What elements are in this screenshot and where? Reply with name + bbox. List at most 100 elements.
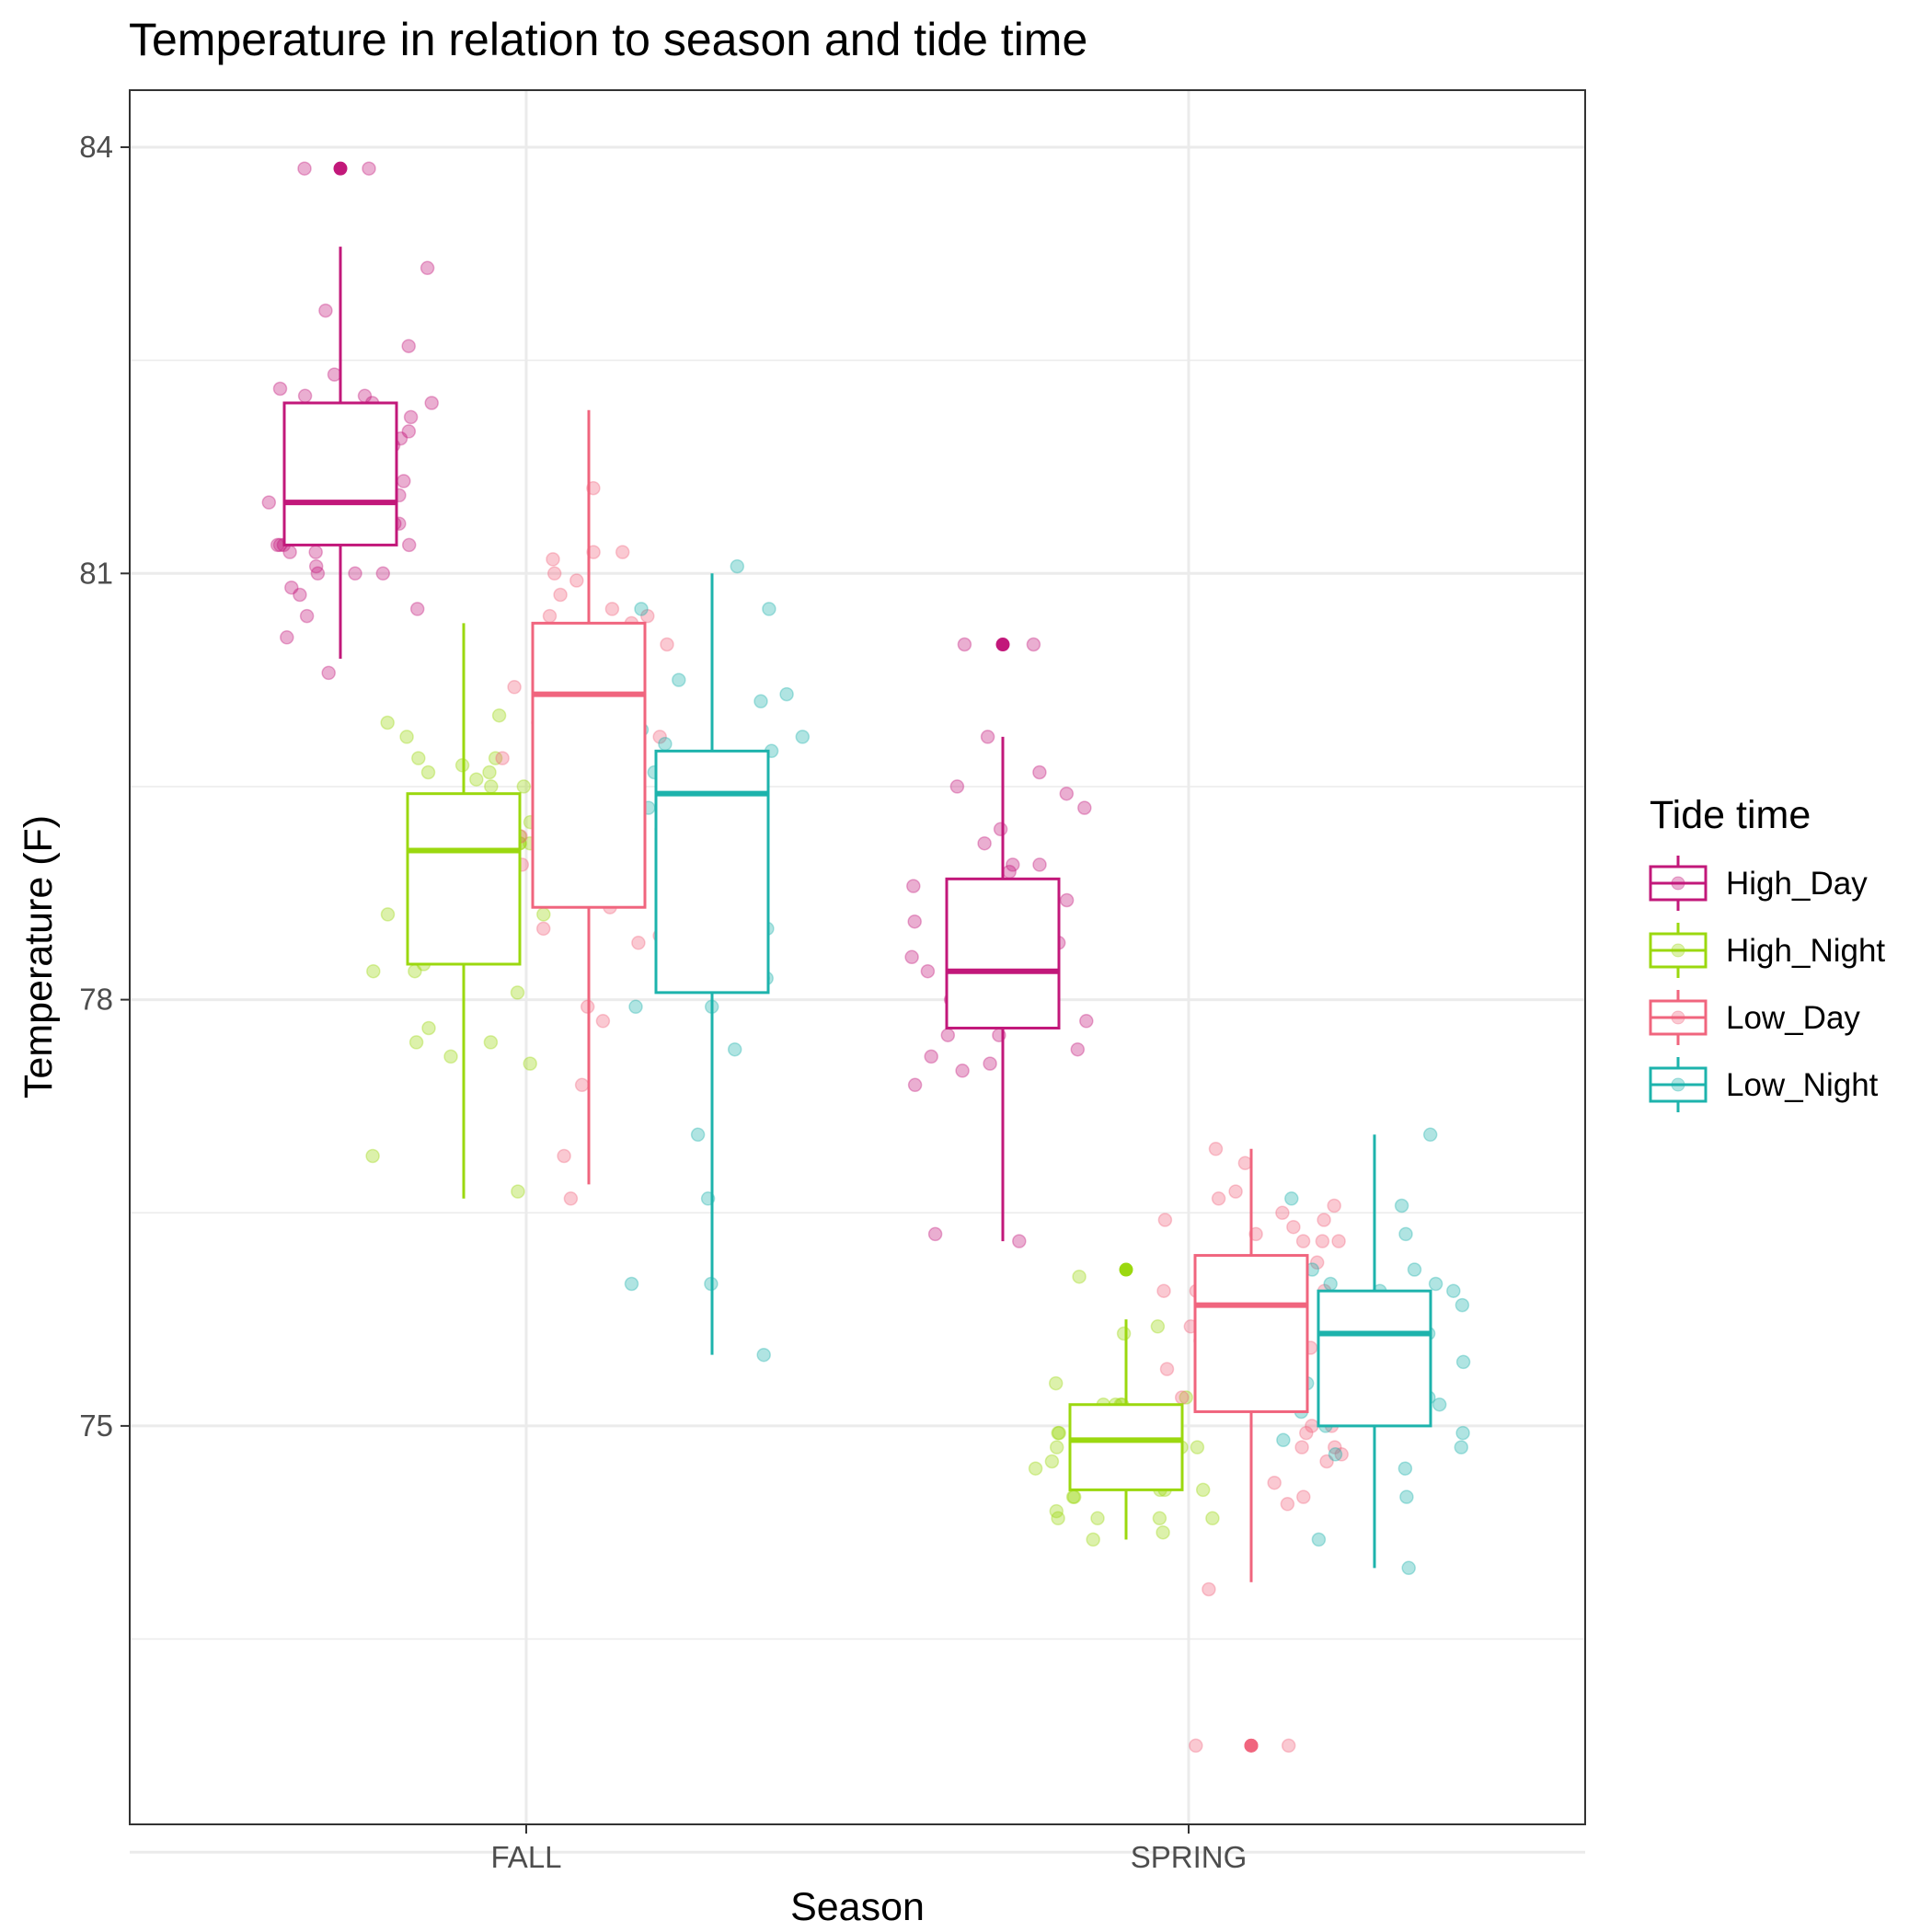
jitter-point xyxy=(469,772,484,787)
jitter-point xyxy=(1156,1283,1171,1298)
jitter-point xyxy=(1455,1425,1470,1441)
jitter-point xyxy=(488,751,503,765)
jitter-point xyxy=(779,686,794,702)
jitter-point xyxy=(272,381,288,397)
outlier-point xyxy=(995,638,1010,652)
box-High_Night-FALL xyxy=(406,623,522,1199)
jitter-point xyxy=(1012,1234,1027,1248)
jitter-point xyxy=(949,779,965,794)
jitter-point xyxy=(297,161,312,176)
box-Low_Day-FALL xyxy=(531,409,647,1185)
jitter-point xyxy=(1428,1276,1443,1292)
legend-item-High_Night: High_Night xyxy=(1649,923,1885,978)
jitter-point xyxy=(420,260,435,276)
jitter-point xyxy=(1296,1489,1311,1504)
jitter-point xyxy=(1305,1419,1319,1433)
jitter-point xyxy=(421,1020,436,1036)
jitter-point xyxy=(1028,1461,1043,1476)
jitter-point xyxy=(546,552,560,567)
jitter-point xyxy=(299,608,315,624)
jitter-point xyxy=(1190,1440,1205,1455)
jitter-point xyxy=(906,879,921,893)
x-tick-label: SPRING xyxy=(1131,1840,1248,1874)
jitter-point xyxy=(1311,1532,1327,1547)
jitter-point xyxy=(940,1028,956,1042)
legend-label: High_Day xyxy=(1726,866,1868,902)
jitter-point xyxy=(634,602,649,616)
jitter-point xyxy=(1211,1191,1226,1206)
jitter-point xyxy=(628,999,643,1015)
jitter-point xyxy=(727,1041,742,1057)
y-tick-label: 75 xyxy=(79,1409,113,1443)
jitter-point xyxy=(365,1148,380,1164)
plot-panel-border xyxy=(129,89,1586,1825)
jitter-point xyxy=(1049,1440,1064,1455)
box-body xyxy=(654,749,770,995)
jitter-point xyxy=(327,367,342,382)
jitter-point xyxy=(408,1035,424,1050)
jitter-point xyxy=(1179,1390,1193,1405)
legend-label: Low_Night xyxy=(1726,1067,1879,1103)
jitter-point xyxy=(401,424,417,439)
jitter-point xyxy=(1079,1014,1094,1029)
box-High_Night-SPRING xyxy=(1068,1262,1184,1540)
x-tick-label: FALL xyxy=(490,1840,561,1874)
jitter-point xyxy=(362,161,376,176)
jitter-point xyxy=(536,907,551,922)
jitter-point xyxy=(1059,892,1075,908)
jitter-point xyxy=(1334,1447,1349,1462)
jitter-point xyxy=(1006,857,1020,872)
jitter-point xyxy=(1295,1234,1311,1248)
jitter-point xyxy=(420,765,436,780)
box-body xyxy=(1317,1289,1432,1428)
jitter-point xyxy=(408,963,422,979)
jitter-point xyxy=(1267,1475,1282,1490)
jitter-point xyxy=(321,665,336,681)
box-body xyxy=(1068,1403,1184,1491)
outlier-point xyxy=(1244,1738,1259,1753)
jitter-point xyxy=(535,921,551,937)
x-axis-title: Season xyxy=(790,1885,925,1929)
jitter-point xyxy=(1328,1447,1343,1462)
jitter-point xyxy=(1309,1255,1325,1271)
jitter-point xyxy=(977,835,992,851)
jitter-point xyxy=(482,765,497,780)
box-body xyxy=(406,792,522,966)
jitter-point xyxy=(1422,1127,1438,1143)
jitter-point xyxy=(1070,1041,1086,1057)
legend-item-High_Day: High_Day xyxy=(1649,856,1868,911)
jitter-point xyxy=(652,730,667,744)
jitter-point xyxy=(730,558,745,574)
box-Low_Night-FALL xyxy=(654,573,770,1355)
jitter-point xyxy=(980,730,995,744)
jitter-point xyxy=(1455,1297,1470,1313)
jitter-point xyxy=(1157,1213,1173,1227)
jitter-point xyxy=(795,730,811,744)
box-High_Day-SPRING xyxy=(945,638,1061,1242)
jitter-point xyxy=(1275,1205,1290,1221)
jitter-point xyxy=(904,949,919,965)
jitter-point xyxy=(411,751,426,765)
jitter-point xyxy=(401,537,417,553)
jitter-point xyxy=(399,730,414,744)
jitter-point xyxy=(1276,1432,1291,1448)
jitter-point xyxy=(756,1347,771,1363)
jitter-point xyxy=(495,751,510,765)
jitter-point xyxy=(366,963,381,979)
jitter-point xyxy=(1323,1276,1338,1292)
jitter-point xyxy=(491,707,507,723)
jitter-point xyxy=(1116,1326,1132,1341)
jitter-point xyxy=(1315,1234,1330,1248)
jitter-point xyxy=(403,409,419,425)
outlier-point xyxy=(333,161,348,176)
jitter-point xyxy=(907,1077,923,1093)
jitter-point xyxy=(1066,1489,1082,1504)
jitter-point xyxy=(993,822,1008,837)
jitter-point xyxy=(1286,1219,1301,1235)
jitter-point xyxy=(955,1064,970,1078)
legend-key-point xyxy=(1671,1077,1685,1092)
jitter-point xyxy=(1398,1226,1413,1242)
jitter-point xyxy=(1394,1198,1409,1213)
axes: 84 81 78 75 FALL SPRING xyxy=(79,130,1247,1874)
jitter-point xyxy=(672,673,686,687)
